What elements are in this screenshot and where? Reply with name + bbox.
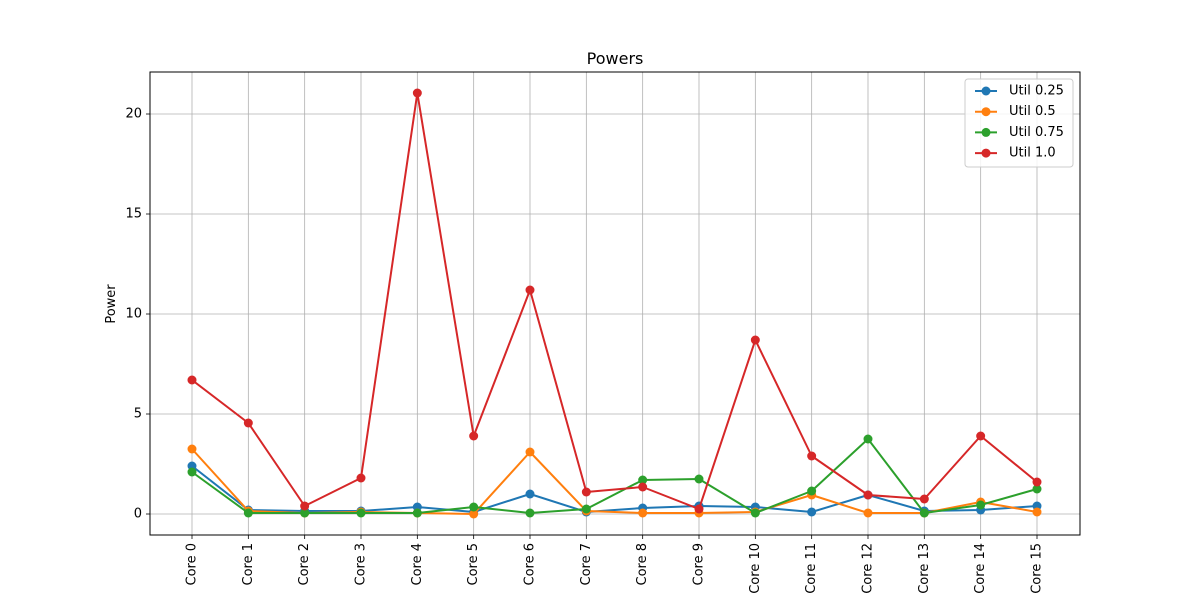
data-point <box>694 504 704 514</box>
data-point <box>807 486 817 496</box>
series-util-0-75 <box>187 434 1042 518</box>
x-tick-label: Core 0 <box>185 543 200 586</box>
legend-item: Util 0.25 <box>975 84 1064 99</box>
legend-marker <box>981 148 991 158</box>
legend-label: Util 0.25 <box>1009 84 1064 99</box>
y-axis-label: Power <box>104 284 119 324</box>
data-point <box>243 508 253 518</box>
data-point <box>525 489 535 499</box>
data-point <box>525 285 535 295</box>
y-tick-label: 10 <box>125 307 142 322</box>
data-point <box>807 507 817 517</box>
data-point <box>356 508 366 518</box>
plot-area-frame <box>149 71 1081 536</box>
x-tick-label: Core 9 <box>692 543 707 586</box>
data-point <box>976 431 986 441</box>
legend: Util 0.25 Util 0.5 Util 0.75 Util 1.0 <box>964 78 1074 168</box>
series-line <box>191 438 1038 514</box>
x-tick-label: Core 15 <box>1030 543 1045 594</box>
data-point <box>525 447 535 457</box>
data-point <box>187 467 197 477</box>
data-point <box>919 494 929 504</box>
data-point <box>581 487 591 497</box>
legend-label: Util 0.75 <box>1009 125 1064 140</box>
data-point <box>187 444 197 454</box>
data-point <box>1032 507 1042 517</box>
data-point <box>750 335 760 345</box>
data-point <box>469 431 479 441</box>
data-point <box>187 375 197 385</box>
legend-item: Util 0.75 <box>975 125 1064 140</box>
x-tick-label: Core 10 <box>748 543 763 594</box>
legend-box <box>964 78 1074 168</box>
x-tick-label: Core 3 <box>354 543 369 586</box>
data-point <box>863 508 873 518</box>
data-point <box>469 502 479 512</box>
data-point <box>300 501 310 511</box>
x-tick-label: Core 14 <box>973 543 988 594</box>
x-tick-label: Core 12 <box>861 543 876 594</box>
series-util-1-0 <box>187 88 1042 514</box>
y-tick-label: 5 <box>134 407 142 422</box>
x-tick-label: Core 11 <box>804 543 819 594</box>
series-line <box>191 92 1038 510</box>
legend-item: Util 0.5 <box>975 104 1056 119</box>
legend-label: Util 1.0 <box>1009 146 1056 161</box>
data-point <box>807 451 817 461</box>
x-tick-label: Core 4 <box>410 543 425 586</box>
grid <box>150 72 1080 535</box>
data-point <box>976 500 986 510</box>
y-tick-label: 0 <box>134 507 142 522</box>
x-tick-label: Core 13 <box>917 543 932 594</box>
data-point <box>469 509 479 519</box>
x-tick-label: Core 8 <box>635 543 650 586</box>
x-tick-label: Core 1 <box>241 543 256 586</box>
data-point <box>638 482 648 492</box>
x-tick-label: Core 6 <box>523 543 538 586</box>
chart-title: Powers <box>587 49 644 68</box>
legend-marker <box>981 107 991 117</box>
data-point <box>581 504 591 514</box>
data-point <box>412 508 422 518</box>
data-point <box>638 508 648 518</box>
data-point <box>694 474 704 484</box>
data-point <box>919 508 929 518</box>
data-point <box>1032 484 1042 494</box>
data-point <box>863 490 873 500</box>
legend-label: Util 0.5 <box>1009 104 1056 119</box>
x-tick-label: Core 2 <box>297 543 312 586</box>
y-tick-label: 15 <box>125 207 142 222</box>
series-line <box>191 448 1038 515</box>
series-lines <box>187 88 1042 519</box>
data-point <box>1032 477 1042 487</box>
x-tick-label: Core 5 <box>466 543 481 586</box>
legend-marker <box>981 86 991 96</box>
data-point <box>243 418 253 428</box>
data-point <box>638 475 648 485</box>
legend-marker <box>981 127 991 137</box>
data-point <box>863 434 873 444</box>
data-point <box>750 508 760 518</box>
legend-item: Util 1.0 <box>975 146 1056 161</box>
data-point <box>300 508 310 518</box>
data-point <box>356 473 366 483</box>
series-line <box>191 465 1038 513</box>
data-point <box>412 88 422 98</box>
y-tick-label: 20 <box>125 107 142 122</box>
data-point <box>525 508 535 518</box>
x-tick-label: Core 7 <box>579 543 594 586</box>
axis-ticks: Core 0 Core 1 Core 2 Core 3 Core 4 Core 5 Core… <box>125 107 1044 594</box>
